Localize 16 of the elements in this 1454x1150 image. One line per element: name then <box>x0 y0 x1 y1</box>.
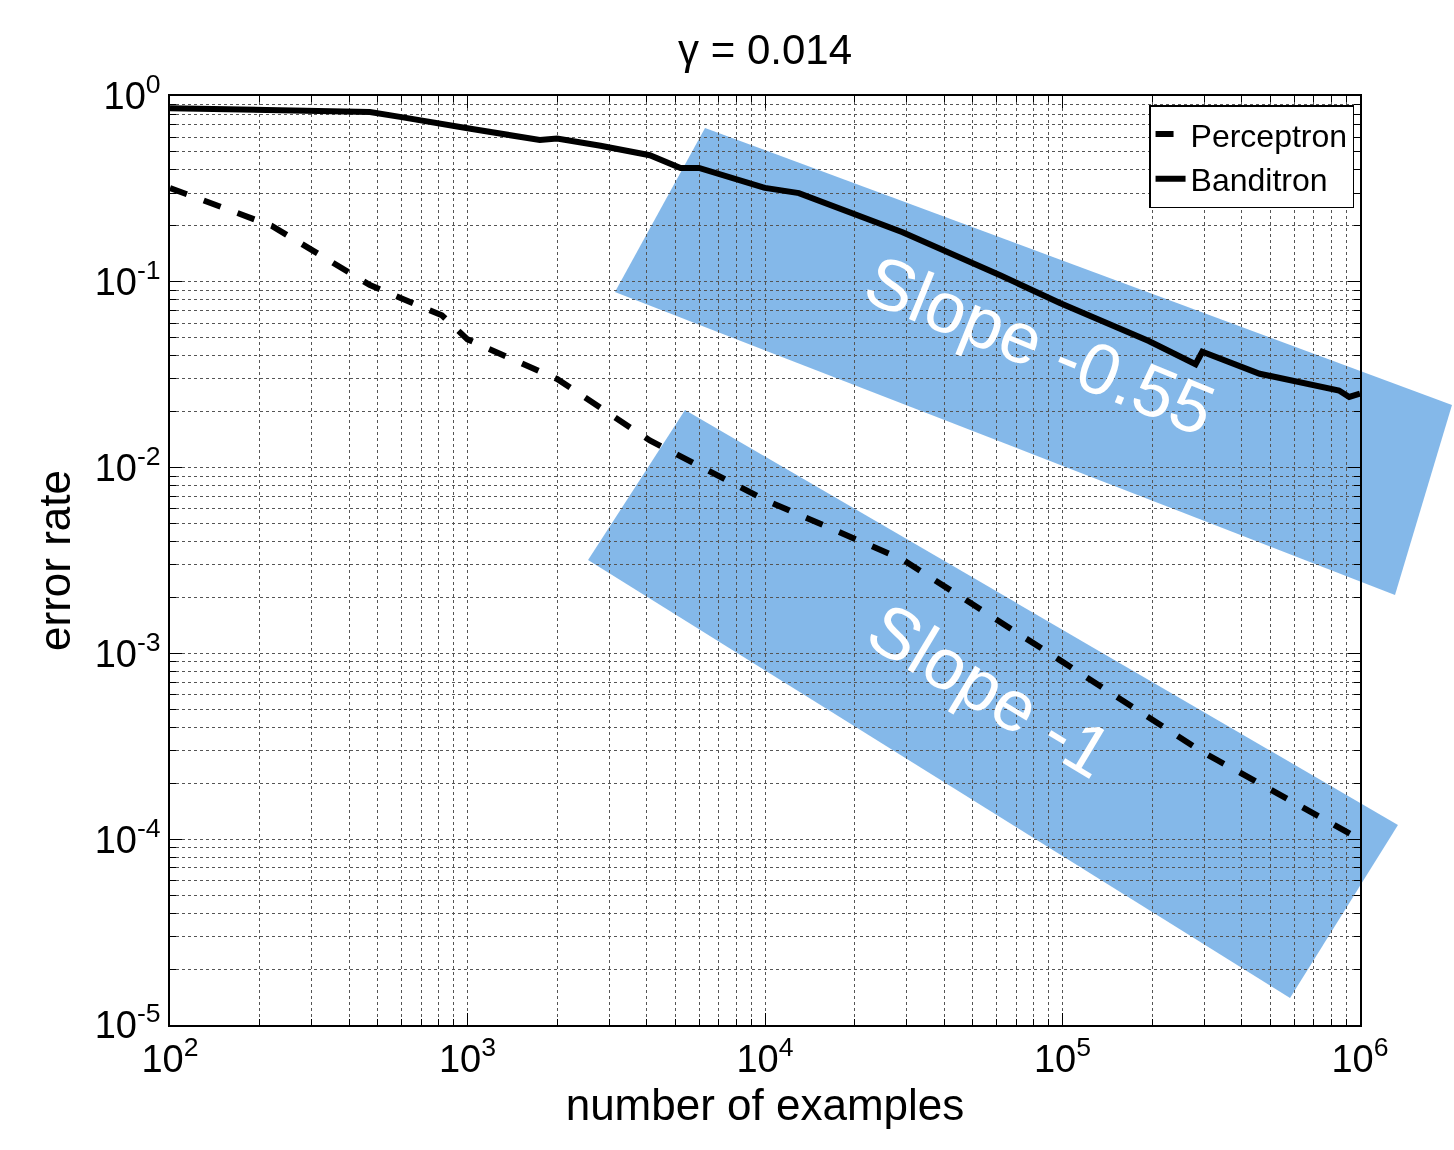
x-tick-label: 10$^{2}$ <box>141 1032 199 1081</box>
y-tick-label: 10$^{-4}$ <box>94 812 161 861</box>
y-tick-label: 10$^{-2}$ <box>94 440 161 489</box>
legend-label: Banditron <box>1190 162 1328 199</box>
x-axis-title: number of examples <box>565 1080 965 1130</box>
legend-label: Perceptron <box>1190 117 1348 154</box>
x-tick-label: 10$^{5}$ <box>1033 1032 1092 1081</box>
x-tick-label: 10$^{4}$ <box>736 1032 794 1081</box>
y-tick-label: 10$^{-1}$ <box>94 255 161 304</box>
x-tick-label: 10$^{6}$ <box>1331 1032 1389 1081</box>
y-tick-label: 10$^{-3}$ <box>94 626 161 675</box>
x-tick-label: 10$^{3}$ <box>438 1032 497 1081</box>
y-tick-label: 10$^{0}$ <box>103 69 161 118</box>
y-axis-title: error rate <box>30 470 80 651</box>
annotation: Slope -0.55 <box>854 238 1226 452</box>
chart-title: γ = 0.014 <box>678 25 852 73</box>
